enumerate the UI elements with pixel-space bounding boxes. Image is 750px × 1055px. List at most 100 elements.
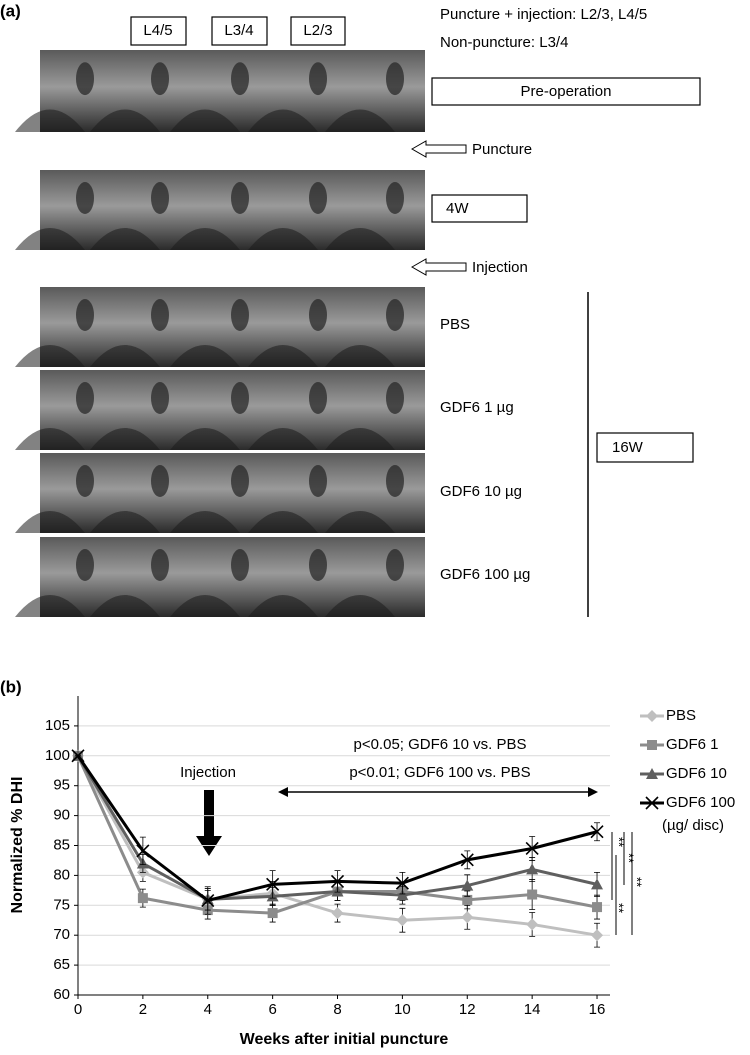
y-tick-label: 85 (53, 836, 70, 853)
note: Non-puncture: L3/4 (440, 34, 568, 51)
level-label: L4/5 (143, 22, 172, 39)
vertebra-shadow (170, 428, 240, 450)
level-box (211, 16, 268, 46)
vertebra-spot (231, 549, 249, 581)
marker (266, 877, 280, 891)
marker (330, 874, 345, 888)
marker (136, 844, 150, 858)
marker (461, 879, 474, 891)
stage-label: 16W (612, 439, 644, 456)
marker (590, 825, 604, 839)
sig-stars: ** (612, 837, 627, 847)
vertebra-spot (309, 465, 327, 497)
marker (526, 863, 539, 875)
x-tick-label: 0 (74, 1001, 82, 1018)
vertebra-spot (386, 465, 404, 497)
marker (331, 907, 344, 920)
vertebra-spot (231, 382, 249, 414)
vertebra-shadow (325, 428, 395, 450)
vertebra-shadow (90, 109, 160, 132)
vertebra-spot (309, 182, 327, 214)
stage-box (431, 77, 701, 106)
x-tick-label: 8 (333, 1001, 341, 1018)
level-label: L3/4 (224, 22, 253, 39)
vertebra-shadow (90, 428, 160, 450)
vertebra-shadow (170, 345, 240, 367)
marker (591, 878, 604, 890)
sig-stars: ** (612, 903, 627, 913)
vertebra-spot (76, 299, 94, 331)
marker (201, 893, 215, 908)
vertebra-spot (386, 382, 404, 414)
note: Puncture + injection: L2/3, L4/5 (440, 6, 647, 23)
group-label: PBS (440, 316, 470, 333)
legend-label: PBS (666, 707, 696, 724)
vertebra-shadow (90, 345, 160, 367)
marker (592, 902, 603, 913)
x-tick-label: 16 (589, 1001, 606, 1018)
injection-arrow (196, 790, 222, 856)
vertebra-shadow (248, 228, 318, 250)
marker (591, 929, 604, 942)
marker (137, 893, 148, 904)
level-box (290, 16, 346, 46)
marker (71, 749, 85, 763)
annotation: p<0.01; GDF6 100 vs. PBS (349, 764, 530, 781)
vertebra-shadow (170, 228, 240, 250)
vertebra-shadow (325, 345, 395, 367)
marker (461, 911, 474, 924)
marker (396, 889, 409, 901)
x-tick-label: 12 (459, 1001, 476, 1018)
vertebra-spot (151, 62, 169, 96)
vertebra-shadow (15, 228, 85, 250)
sig-stars: ** (622, 853, 637, 863)
vertebra-shadow (325, 109, 395, 132)
vertebra-spot (76, 549, 94, 581)
vertebra-spot (151, 549, 169, 581)
marker (460, 853, 474, 867)
xray-images (15, 50, 425, 617)
vertebra-spot (151, 299, 169, 331)
vertebra-spot (309, 549, 327, 581)
y-tick-label: 80 (53, 866, 70, 883)
arrow (410, 258, 467, 276)
vertebra-spot (76, 382, 94, 414)
y-tick-label: 75 (53, 896, 70, 913)
vertebra-spot (309, 299, 327, 331)
y-tick-label: 90 (53, 807, 70, 824)
vertebra-spot (309, 382, 327, 414)
level-box (130, 16, 187, 46)
panel-b: (b) Weeks after initial puncture Normali… (0, 677, 724, 1048)
vertebra-shadow (15, 345, 85, 367)
vertebra-spot (151, 382, 169, 414)
level-label: L2/3 (303, 22, 332, 39)
vertebra-spot (386, 62, 404, 96)
vertebra-spot (76, 182, 94, 214)
marker (527, 889, 538, 900)
x-tick-label: 4 (204, 1001, 212, 1018)
y-tick-label: 100 (45, 747, 70, 764)
x-tick-label: 10 (394, 1001, 411, 1018)
y-tick-label: 65 (53, 956, 70, 973)
vertebra-spot (386, 549, 404, 581)
vertebra-spot (231, 299, 249, 331)
stage-box (431, 194, 528, 223)
panel-label: (a) (0, 1, 21, 20)
legend-note: (µg/ disc) (662, 817, 724, 834)
stage-label: Puncture (472, 141, 532, 158)
vertebra-spot (386, 299, 404, 331)
annotation: Injection (180, 764, 236, 781)
vertebra-shadow (325, 228, 395, 250)
vertebra-shadow (170, 109, 240, 132)
panel-label: (b) (0, 677, 22, 696)
group-label: GDF6 100 µg (440, 566, 530, 583)
vertebra-shadow (90, 511, 160, 533)
y-tick-label: 70 (53, 926, 70, 943)
group-label: GDF6 10 µg (440, 483, 522, 500)
vertebra-shadow (170, 511, 240, 533)
vertebra-shadow (15, 595, 85, 617)
legend-label: GDF6 100 (666, 794, 735, 811)
marker (525, 841, 539, 856)
x-axis-title: Weeks after initial puncture (240, 1031, 449, 1048)
